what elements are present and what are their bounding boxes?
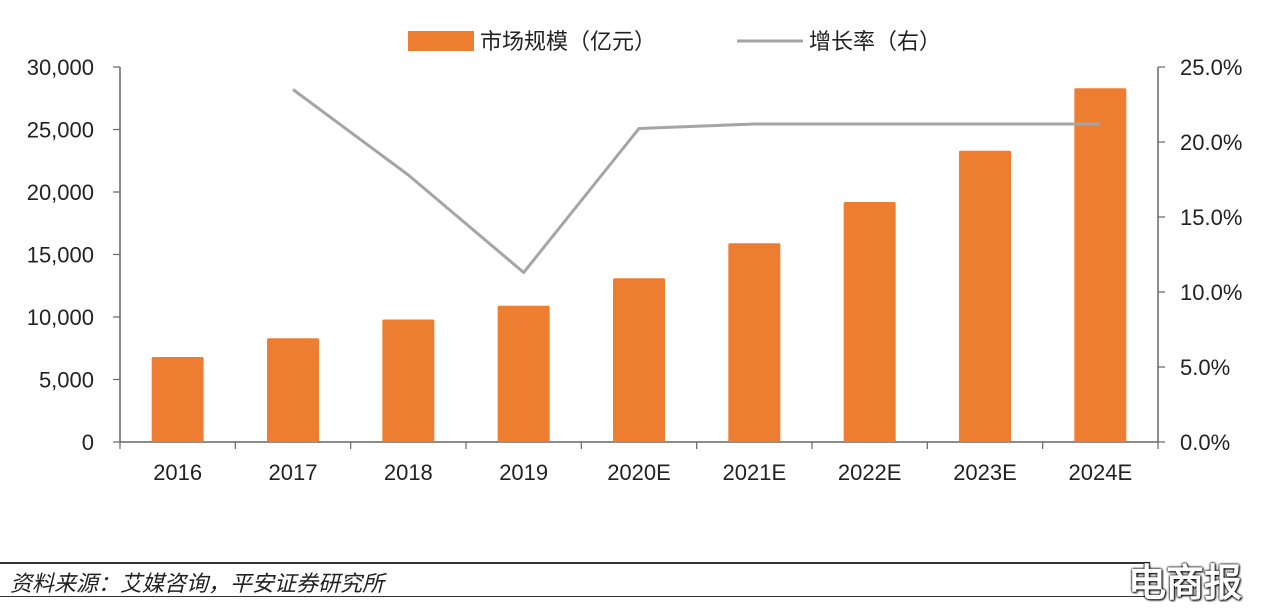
x-tick-label: 2018	[384, 460, 433, 485]
y-right-tick-label: 0.0%	[1180, 430, 1230, 455]
source-note: 资料来源：艾媒咨询，平安证券研究所	[10, 572, 385, 597]
y-right-tick-label: 5.0%	[1180, 355, 1230, 380]
footer	[0, 556, 1280, 614]
y-left-tick-label: 10,000	[27, 305, 94, 330]
bar	[382, 319, 435, 442]
y-right-tick-label: 25.0%	[1180, 55, 1242, 80]
y-left-tick-labels: 0 5,000 10,000 15,000 20,000 25,000 30,000	[27, 55, 94, 455]
y-right-tick-label: 15.0%	[1180, 205, 1242, 230]
x-tick-label: 2016	[153, 460, 202, 485]
footer-divider-bottom	[0, 596, 1150, 597]
x-tick-label: 2020E	[607, 460, 671, 485]
x-tick-label: 2019	[499, 460, 548, 485]
y-left-tick-label: 5,000	[39, 368, 94, 393]
y-left-tick-label: 15,000	[27, 243, 94, 268]
watermark: 电商报	[1128, 561, 1243, 605]
y-left-tick-label: 20,000	[27, 180, 94, 205]
y-left-tick-label: 0	[82, 430, 94, 455]
bar	[843, 202, 896, 442]
y-left-tick-label: 25,000	[27, 118, 94, 143]
bar	[1074, 88, 1127, 442]
bar-series	[151, 88, 1127, 442]
x-tick-label: 2021E	[723, 460, 787, 485]
legend-label-line: 增长率（右）	[809, 30, 941, 55]
bar	[728, 243, 781, 442]
x-tick-label: 2023E	[953, 460, 1017, 485]
chart: 市场规模（亿元） 增长率（右） 2016 2017 2018 2019 2020E 2021…	[27, 30, 1243, 485]
legend-label-bar: 市场规模（亿元）	[480, 30, 656, 55]
x-tick-label: 2022E	[838, 460, 902, 485]
y-right-tick-label: 10.0%	[1180, 280, 1242, 305]
y-right-tick-labels: 0.0% 5.0% 10.0% 15.0% 20.0% 25.0%	[1180, 55, 1242, 455]
bar	[613, 278, 665, 442]
bar	[959, 150, 1011, 442]
x-tick-labels: 2016 2017 2018 2019 2020E 2021E 2022E 2023E 2024…	[153, 460, 1132, 485]
legend: 市场规模（亿元） 增长率（右）	[408, 30, 941, 55]
y-left-tick-label: 30,000	[27, 55, 94, 80]
legend-swatch-bar	[408, 31, 474, 51]
x-tick-label: 2024E	[1069, 460, 1133, 485]
line-series	[292, 88, 1101, 274]
bar	[151, 357, 204, 442]
x-tick-label: 2017	[269, 460, 318, 485]
y-right-tick-label: 20.0%	[1180, 130, 1242, 155]
bar	[497, 305, 550, 442]
footer-divider-top	[0, 562, 1150, 564]
bar	[267, 338, 319, 442]
growth-rate-line	[292, 88, 1101, 274]
